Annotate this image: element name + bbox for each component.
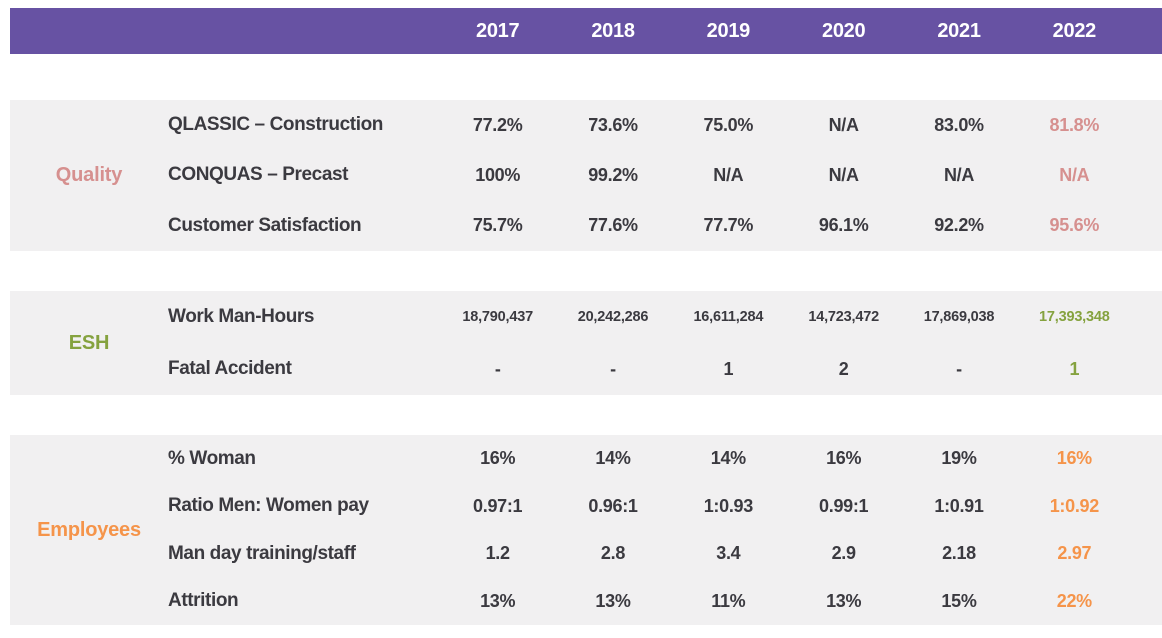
value-conquas-2018: 99.2%	[588, 164, 638, 185]
value-qlassic-2020: N/A	[828, 114, 859, 135]
value-fatal-2017: -	[494, 358, 501, 379]
value-woman-2017: 16%	[480, 448, 516, 469]
value-ratio-2020: 0.99:1	[819, 495, 869, 516]
value-conquas-2019: N/A	[713, 164, 744, 185]
row-label-training: Man day training/staff	[168, 542, 356, 564]
section-employees: Employees % Woman 16% 14% 14% 16% 19% 16…	[10, 435, 1162, 625]
value-qlassic-2018: 73.6%	[588, 114, 638, 135]
row-label-qlassic-construction: QLASSIC – Construction	[168, 114, 383, 136]
value-custsat-2018: 77.6%	[588, 215, 638, 236]
value-qlassic-2022: 81.8%	[1049, 114, 1100, 135]
value-woman-2021: 19%	[941, 448, 977, 469]
value-manhours-2022: 17,393,348	[1039, 309, 1110, 325]
value-manhours-2021: 17,869,038	[923, 309, 995, 325]
value-attrition-2022: 22%	[1056, 590, 1092, 611]
value-ratio-2019: 1:0.93	[703, 495, 754, 516]
section-label-quality: Quality	[55, 163, 123, 186]
value-fatal-2022: 1	[1069, 358, 1080, 379]
value-manhours-2020: 14,723,472	[808, 309, 879, 325]
value-fatal-2018: -	[610, 358, 616, 379]
value-fatal-2019: 1	[723, 358, 734, 379]
value-conquas-2021: N/A	[943, 164, 975, 185]
section-label-employees: Employees	[37, 518, 141, 541]
section-quality: Quality QLASSIC – Construction 77.2% 73.…	[10, 100, 1162, 251]
value-attrition-2021: 15%	[941, 590, 977, 611]
year-header-2022: 2022	[1052, 19, 1097, 42]
value-training-2018: 2.8	[600, 543, 626, 564]
value-fatal-2021: -	[956, 358, 962, 379]
value-ratio-2022: 1:0.92	[1049, 495, 1100, 516]
year-header-bar: 2017 2018 2019 2020 2021 2022	[10, 8, 1162, 54]
year-header-2019: 2019	[706, 19, 751, 42]
value-training-2017: 1.2	[485, 543, 510, 564]
value-custsat-2022: 95.6%	[1049, 215, 1100, 236]
row-label-conquas-precast: CONQUAS – Precast	[168, 164, 349, 186]
value-ratio-2021: 1:0.91	[934, 495, 984, 516]
value-custsat-2020: 96.1%	[818, 215, 869, 236]
value-fatal-2020: 2	[838, 358, 849, 379]
row-label-percent-woman: % Woman	[168, 447, 256, 469]
value-conquas-2022: N/A	[1059, 164, 1090, 185]
row-label-work-man-hours: Work Man-Hours	[168, 306, 315, 327]
value-attrition-2018: 13%	[595, 590, 631, 611]
value-ratio-2018: 0.96:1	[588, 495, 638, 516]
row-label-pay-ratio: Ratio Men: Women pay	[168, 495, 369, 517]
value-woman-2020: 16%	[826, 448, 862, 469]
value-training-2019: 3.4	[716, 543, 741, 564]
value-attrition-2019: 11%	[711, 590, 746, 611]
row-label-attrition: Attrition	[168, 590, 239, 612]
value-woman-2022: 16%	[1056, 448, 1092, 469]
value-custsat-2017: 75.7%	[472, 215, 523, 236]
value-training-2020: 2.9	[831, 543, 856, 564]
value-conquas-2020: N/A	[828, 164, 859, 185]
value-training-2021: 2.18	[942, 543, 976, 564]
value-woman-2018: 14%	[595, 448, 631, 469]
value-ratio-2017: 0.97:1	[473, 495, 523, 516]
value-manhours-2018: 20,242,286	[577, 309, 649, 325]
section-esh: ESH Work Man-Hours 18,790,437 20,242,286…	[10, 291, 1162, 395]
section-label-esh: ESH	[68, 331, 110, 354]
year-header-2020: 2020	[822, 19, 866, 42]
year-header-2021: 2021	[937, 19, 981, 42]
value-manhours-2017: 18,790,437	[462, 309, 533, 325]
year-header-2017: 2017	[476, 19, 520, 42]
value-custsat-2019: 77.7%	[703, 215, 754, 236]
value-attrition-2020: 13%	[826, 590, 862, 611]
value-qlassic-2019: 75.0%	[703, 114, 754, 135]
value-custsat-2021: 92.2%	[934, 215, 984, 236]
value-manhours-2019: 16,611,284	[693, 309, 764, 325]
value-qlassic-2021: 83.0%	[934, 114, 984, 135]
value-attrition-2017: 13%	[480, 590, 516, 611]
row-label-customer-satisfaction: Customer Satisfaction	[168, 214, 362, 236]
year-header-2018: 2018	[591, 19, 635, 42]
value-qlassic-2017: 77.2%	[472, 114, 523, 135]
value-training-2022: 2.97	[1057, 543, 1092, 564]
value-conquas-2017: 100%	[475, 164, 521, 185]
value-woman-2019: 14%	[710, 448, 746, 469]
row-label-fatal-accident: Fatal Accident	[168, 358, 292, 379]
